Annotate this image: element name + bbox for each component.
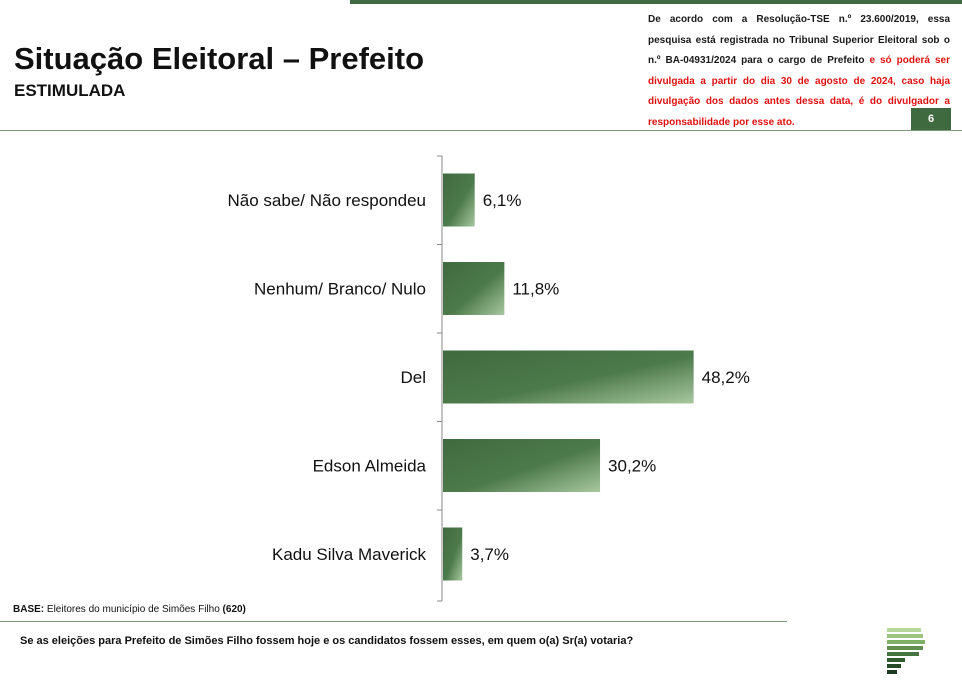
base-label: BASE: bbox=[13, 604, 45, 615]
category-label: Del bbox=[400, 368, 426, 387]
category-label: Não sabe/ Não respondeu bbox=[228, 191, 426, 210]
category-label: Nenhum/ Branco/ Nulo bbox=[254, 280, 426, 299]
legal-disclaimer: De acordo com a Resolução-TSE n.º 23.600… bbox=[648, 10, 950, 133]
category-label: Kadu Silva Maverick bbox=[272, 545, 427, 564]
top-accent-line bbox=[350, 0, 962, 4]
value-label: 30,2% bbox=[608, 457, 656, 476]
bar bbox=[443, 262, 505, 315]
header-divider bbox=[0, 130, 962, 131]
disclaimer-registration-text: De acordo com a Resolução-TSE n.º 23.600… bbox=[648, 14, 950, 66]
value-label: 11,8% bbox=[512, 280, 559, 299]
base-text: Eleitores do município de Simões Filho bbox=[44, 604, 223, 615]
value-label: 3,7% bbox=[470, 545, 509, 564]
page-title: Situação Eleitoral – Prefeito bbox=[14, 41, 425, 76]
bar bbox=[443, 173, 475, 227]
base-count: (620) bbox=[222, 604, 246, 615]
bar bbox=[443, 439, 601, 492]
disclaimer-warning-text: e só poderá ser divulgada a partir do di… bbox=[648, 55, 950, 128]
bar-chart: Não sabe/ Não respondeu 6,1% Nenhum/ Branc… bbox=[228, 155, 750, 602]
company-logo bbox=[887, 628, 925, 674]
bar bbox=[443, 350, 694, 404]
base-note: BASE: Eleitores do município de Simões F… bbox=[13, 604, 246, 615]
value-label: 6,1% bbox=[483, 191, 522, 210]
bar bbox=[443, 527, 463, 581]
page-subtitle: ESTIMULADA bbox=[14, 81, 126, 100]
survey-question: Se as eleições para Prefeito de Simões F… bbox=[20, 635, 634, 647]
category-label: Edson Almeida bbox=[313, 457, 427, 476]
value-label: 48,2% bbox=[702, 368, 750, 387]
page-number-badge: 6 bbox=[911, 108, 951, 130]
footer-divider bbox=[0, 621, 787, 622]
